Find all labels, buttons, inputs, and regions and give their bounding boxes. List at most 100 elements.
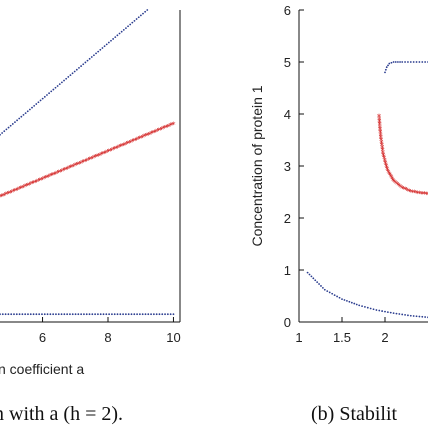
data-point — [386, 311, 389, 314]
data-point — [69, 313, 71, 316]
data-point — [46, 94, 48, 96]
data-point — [336, 295, 338, 298]
data-point — [127, 25, 129, 28]
data-point — [31, 106, 33, 109]
data-point: * — [129, 138, 133, 147]
data-point: * — [144, 132, 148, 141]
data-point: * — [35, 178, 39, 187]
data-point — [415, 315, 418, 318]
panel-a-caption: n with a (h = 2). — [0, 403, 123, 425]
panel-b-y-axis-label: Concentration of protein 1 — [249, 85, 265, 246]
data-point: * — [380, 145, 384, 154]
data-point — [155, 313, 158, 316]
data-point — [321, 286, 324, 289]
data-point — [124, 313, 127, 316]
data-point — [331, 292, 334, 295]
data-point: * — [47, 173, 51, 182]
data-point — [71, 72, 74, 75]
data-point: * — [377, 114, 381, 123]
data-point — [88, 57, 91, 60]
data-point — [384, 68, 387, 71]
data-point — [355, 303, 358, 306]
data-point: * — [72, 162, 76, 171]
data-point — [392, 61, 395, 63]
data-point — [404, 313, 406, 316]
data-point: * — [11, 188, 15, 197]
data-point — [114, 36, 117, 39]
data-point — [52, 313, 55, 316]
data-point — [424, 61, 427, 63]
data-point — [404, 61, 406, 63]
data-point: * — [417, 190, 421, 199]
data-point: * — [379, 135, 383, 144]
data-point: * — [49, 172, 53, 181]
data-point — [308, 273, 311, 276]
data-point — [80, 313, 83, 316]
data-point: * — [394, 180, 398, 189]
series-a-0 — [0, 9, 149, 136]
panel-b-y-ticks: 0 1 2 3 4 5 6 — [284, 3, 304, 330]
data-point: * — [377, 117, 381, 126]
data-point — [55, 313, 57, 316]
data-point: * — [377, 116, 381, 125]
y-tick-label: 4 — [284, 107, 291, 122]
data-point — [0, 313, 1, 316]
data-point: * — [379, 138, 383, 147]
data-point: * — [127, 139, 131, 148]
y-tick-label: 1 — [284, 263, 291, 278]
data-point: * — [388, 171, 392, 180]
data-point — [161, 313, 164, 316]
data-point — [158, 313, 161, 316]
data-point — [15, 313, 18, 316]
data-point — [65, 77, 68, 80]
data-point — [7, 126, 10, 129]
data-point: * — [95, 152, 99, 161]
data-point: * — [379, 133, 383, 142]
data-point: * — [1, 192, 5, 201]
data-point — [412, 315, 415, 317]
data-point: * — [42, 175, 46, 184]
data-point — [67, 76, 70, 78]
data-point: * — [381, 150, 385, 159]
data-point: * — [13, 187, 17, 196]
data-point: * — [123, 141, 127, 150]
data-point — [388, 62, 391, 65]
data-point: * — [389, 174, 393, 183]
data-point: * — [393, 179, 397, 188]
data-point — [110, 39, 112, 42]
data-point: * — [148, 130, 152, 139]
data-point: * — [397, 181, 401, 190]
data-point — [399, 61, 401, 63]
data-point: * — [385, 166, 389, 175]
y-tick-label: 2 — [284, 211, 291, 226]
data-point — [3, 130, 6, 133]
data-point: * — [157, 127, 161, 136]
data-point — [35, 313, 38, 316]
data-point — [318, 283, 320, 285]
data-point — [18, 313, 21, 316]
data-point — [73, 70, 76, 73]
data-point — [85, 313, 88, 316]
data-point — [71, 313, 74, 316]
data-point — [350, 301, 353, 304]
data-point — [398, 313, 401, 315]
data-point — [136, 313, 138, 316]
data-point: * — [55, 169, 59, 178]
data-point: * — [105, 148, 109, 157]
data-point — [90, 56, 93, 58]
data-point: * — [383, 156, 387, 165]
data-point — [27, 313, 29, 316]
data-point — [116, 34, 119, 37]
data-point: * — [386, 167, 390, 176]
data-point: * — [67, 164, 71, 173]
panel-a-series: ****************************************… — [0, 9, 175, 316]
data-point: * — [423, 190, 427, 199]
data-point — [97, 313, 99, 316]
panel-a: ****************************************… — [0, 9, 181, 425]
data-point — [392, 312, 395, 315]
x-tick-label: 10 — [166, 330, 180, 345]
data-point — [105, 43, 108, 46]
data-point: * — [164, 123, 168, 132]
data-point — [112, 38, 115, 40]
data-point — [63, 79, 65, 82]
